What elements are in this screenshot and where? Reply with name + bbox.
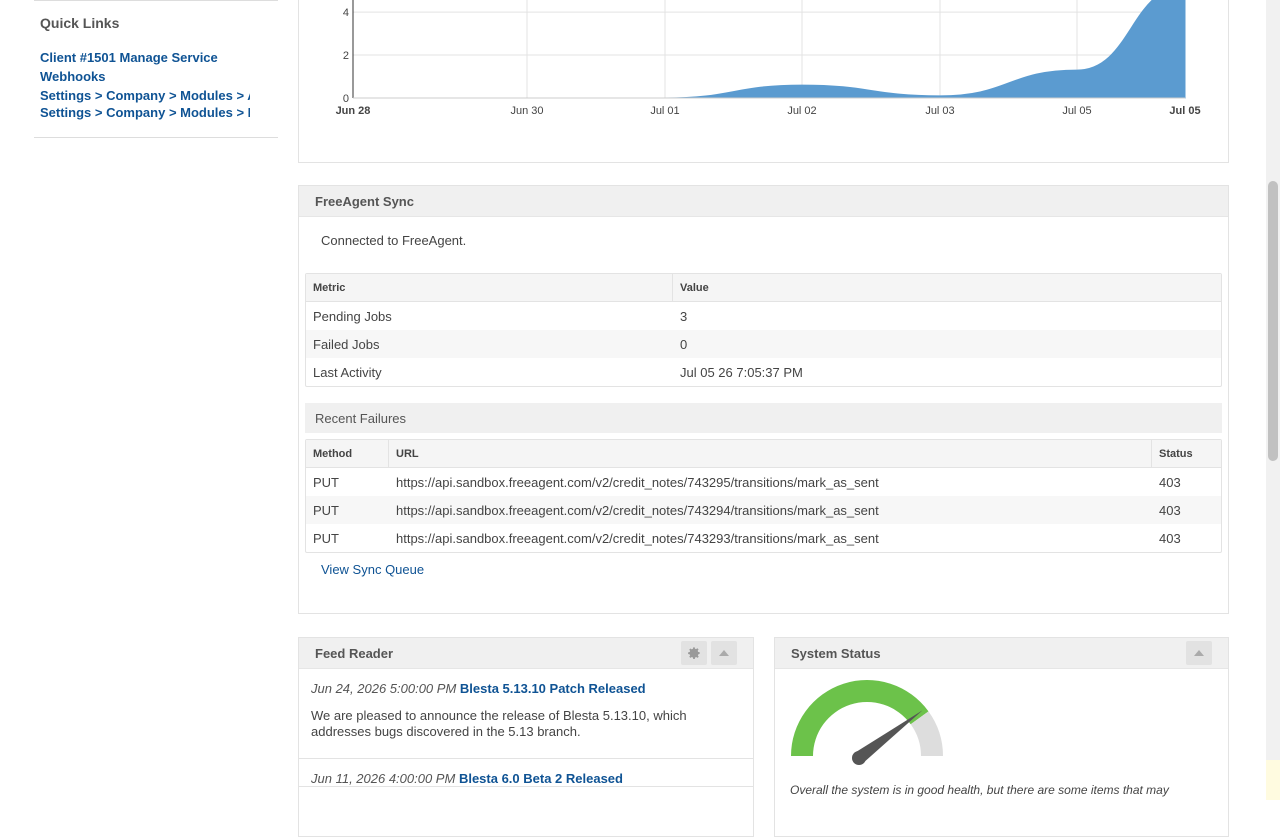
scrollbar-thumb[interactable] [1268,181,1278,461]
table-row: PUT https://api.sandbox.freeagent.com/v2… [306,468,1221,496]
system-status-text: Overall the system is in good health, bu… [790,783,1210,797]
failure-url: https://api.sandbox.freeagent.com/v2/cre… [389,503,1152,518]
failure-url: https://api.sandbox.freeagent.com/v2/cre… [389,531,1152,546]
failure-status: 403 [1152,503,1188,518]
recent-failures-heading: Recent Failures [305,403,1222,433]
gear-icon[interactable] [681,641,707,665]
x-tick-label: Jul 02 [787,105,816,117]
feed-reader-title: Feed Reader [315,646,393,661]
chevron-up-icon[interactable] [711,641,737,665]
x-tick-label: Jun 28 [336,105,371,117]
metric-name: Last Activity [306,358,673,386]
quick-link-webhooks[interactable]: Webhooks [40,68,240,85]
area-series [353,0,1185,98]
system-status-widget: System Status Overall the system is in g… [774,637,1229,837]
failure-url: https://api.sandbox.freeagent.com/v2/cre… [389,475,1152,490]
failures-table: Method URL Status PUT https://api.sandbo… [305,439,1222,553]
corner-notice [1266,760,1280,800]
x-tick-label: Jun 30 [510,105,543,117]
scrollbar[interactable] [1266,0,1280,800]
chevron-up-icon[interactable] [1186,641,1212,665]
feed-item-description: We are pleased to announce the release o… [311,708,741,758]
x-tick-label: Jul 05 [1169,105,1200,117]
method-header: Method [306,440,389,467]
table-row: Failed Jobs 0 [306,330,1221,358]
metric-header: Metric [306,274,673,301]
metrics-table-header: Metric Value [306,274,1221,302]
metric-value: Jul 05 26 7:05:37 PM [673,365,810,380]
quick-link-modules-m[interactable]: Settings > Company > Modules > M [40,104,250,121]
metric-name: Pending Jobs [306,302,673,330]
freeagent-widget: FreeAgent Sync Connected to FreeAgent. M… [298,185,1229,614]
feed-item-date: Jun 11, 2026 4:00:00 PM [311,771,455,786]
y-tick-label: 4 [343,7,349,19]
sidebar: Quick Links Client #1501 Manage Service … [34,0,278,138]
failure-status: 403 [1152,475,1188,490]
system-status-title: System Status [791,646,881,661]
failure-status: 403 [1152,531,1188,546]
feed-item: Jun 24, 2026 5:00:00 PM Blesta 5.13.10 P… [299,669,753,759]
gauge-needle-hub [852,751,866,765]
metric-value: 3 [673,309,694,324]
activity-chart: 0 2 4 Jun 28 Jun 30 Jul 01 Jul 02 Jul 03 Jul 05 J… [299,0,1230,163]
freeagent-header: FreeAgent Sync [299,186,1228,217]
feed-item-date: Jun 24, 2026 5:00:00 PM [311,681,456,696]
failure-method: PUT [306,475,389,490]
quick-links-title: Quick Links [34,1,278,41]
failure-method: PUT [306,503,389,518]
feed-item-title-link[interactable]: Blesta 5.13.10 Patch Released [460,681,646,696]
y-tick-label: 2 [343,50,349,62]
chart-widget: 0 2 4 Jun 28 Jun 30 Jul 01 Jul 02 Jul 03 Jul 05 J… [298,0,1229,163]
x-tick-label: Jul 05 [1062,105,1091,117]
status-header: Status [1152,448,1200,460]
table-row: PUT https://api.sandbox.freeagent.com/v2… [306,524,1221,552]
connection-status: Connected to FreeAgent. [299,217,1228,273]
metric-value: 0 [673,337,694,352]
feed-reader-header: Feed Reader [299,638,753,669]
quick-link-modules-a[interactable]: Settings > Company > Modules > A [40,87,250,104]
table-row: PUT https://api.sandbox.freeagent.com/v2… [306,496,1221,524]
quick-links-list: Client #1501 Manage Service Webhooks Set… [34,41,278,138]
system-status-header: System Status [775,638,1228,669]
gauge-good-arc [791,680,928,756]
quick-link-client-service[interactable]: Client #1501 Manage Service [40,49,240,66]
failures-table-header: Method URL Status [306,440,1221,468]
feed-reader-widget: Feed Reader Jun 24, 2026 5:00:00 PM Bles… [298,637,754,837]
metrics-table: Metric Value Pending Jobs 3 Failed Jobs … [305,273,1222,387]
value-header: Value [673,282,716,294]
table-row: Pending Jobs 3 [306,302,1221,330]
health-gauge [791,678,947,770]
view-sync-queue-link[interactable]: View Sync Queue [299,553,1228,586]
url-header: URL [389,440,1152,467]
metric-name: Failed Jobs [306,330,673,358]
x-tick-label: Jul 03 [925,105,954,117]
feed-item: Jun 11, 2026 4:00:00 PM Blesta 6.0 Beta … [299,759,753,787]
failure-method: PUT [306,531,389,546]
table-row: Last Activity Jul 05 26 7:05:37 PM [306,358,1221,386]
x-tick-label: Jul 01 [650,105,679,117]
y-tick-label: 0 [343,93,349,105]
gauge-needle [856,710,923,764]
feed-item-title-link[interactable]: Blesta 6.0 Beta 2 Released [459,771,623,786]
freeagent-title: FreeAgent Sync [315,194,414,209]
